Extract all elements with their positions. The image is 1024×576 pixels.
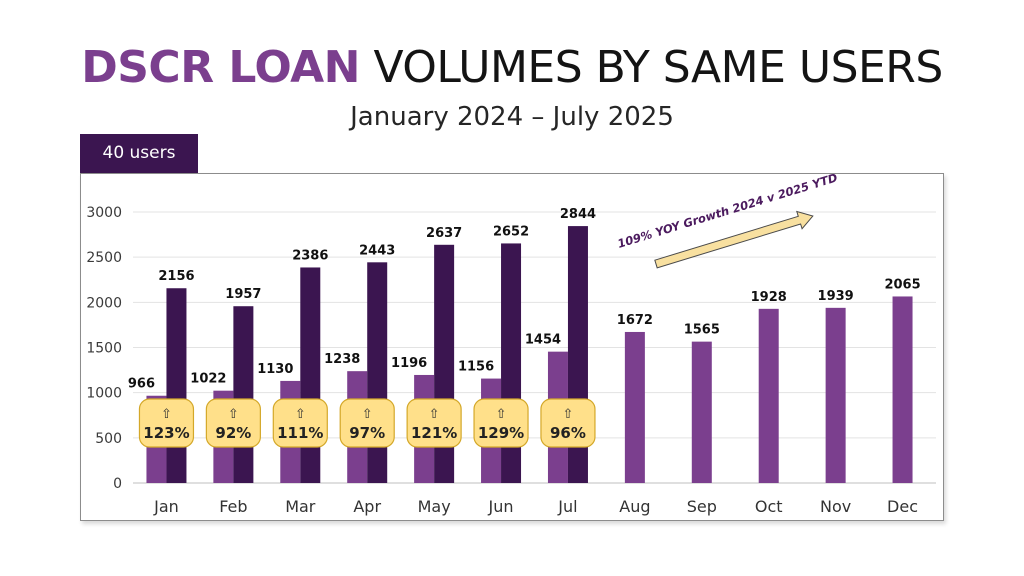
- x-tick-label: Mar: [285, 497, 316, 516]
- data-label-2024: 1238: [324, 352, 360, 367]
- growth-box: [339, 398, 395, 448]
- bar-2025: [166, 288, 187, 483]
- data-label-2025: 1957: [225, 287, 261, 302]
- growth-arrow: ⇧: [362, 407, 373, 422]
- bar-2025: [367, 262, 388, 483]
- bar-2024: [758, 308, 779, 483]
- growth-box: [406, 398, 462, 448]
- chart-subtitle: January 2024 – July 2025: [350, 102, 674, 132]
- growth-arrow: ⇧: [496, 407, 507, 422]
- data-label-2024: 1928: [751, 290, 787, 305]
- growth-arrow: ⇧: [161, 407, 172, 422]
- data-label-2025: 2443: [359, 243, 395, 258]
- data-label-2025: 2637: [426, 226, 462, 241]
- data-label-2025: 2156: [158, 269, 194, 284]
- x-tick-label: Aug: [619, 497, 650, 516]
- data-label-2024: 1156: [458, 360, 494, 375]
- bar-2024: [691, 341, 712, 483]
- growth-trend-arrow: [654, 210, 814, 269]
- growth-label: 111%: [277, 424, 323, 442]
- growth-arrow: ⇧: [429, 407, 440, 422]
- bar-chart: 0 500 1000 1500 2000 2500 3000 Jan Feb Mar Apr May J…: [86, 174, 936, 516]
- growth-box: [473, 398, 529, 448]
- growth-label: 97%: [349, 424, 385, 442]
- bar-2025: [233, 306, 254, 483]
- x-tick-label: Oct: [755, 497, 783, 516]
- data-label-2024: 1022: [190, 372, 226, 387]
- growth-label: 129%: [478, 424, 524, 442]
- growth-label: 92%: [215, 424, 251, 442]
- bar-2025: [300, 267, 321, 483]
- growth-box: [272, 398, 328, 448]
- data-label-2024: 1672: [617, 313, 653, 328]
- title-highlight: DSCR LOAN: [81, 42, 360, 93]
- y-tick-label: 2500: [86, 250, 122, 266]
- data-label-2024: 1939: [818, 289, 854, 304]
- x-tick-label: Dec: [887, 497, 918, 516]
- growth-label: 121%: [411, 424, 457, 442]
- x-tick-label: Apr: [353, 497, 381, 516]
- x-tick-label: Jul: [557, 497, 577, 516]
- y-tick-label: 2000: [86, 295, 122, 311]
- data-label-2024: 1196: [391, 356, 427, 371]
- bar-2024: [825, 307, 846, 483]
- data-label-2024: 1454: [525, 333, 561, 348]
- y-tick-label: 3000: [86, 205, 122, 221]
- growth-box: [540, 398, 596, 448]
- growth-arrow: ⇧: [295, 407, 306, 422]
- data-label-2024: 1130: [257, 362, 293, 377]
- y-tick-label: 500: [95, 431, 122, 447]
- growth-box: [138, 398, 195, 448]
- chart-frame: 0 500 1000 1500 2000 2500 3000 Jan Feb Mar Apr May J…: [80, 173, 944, 521]
- chart-title: DSCR LOAN VOLUMES BY SAME USERS: [0, 40, 1024, 96]
- x-tick-label: May: [418, 497, 451, 516]
- growth-box: [205, 398, 261, 448]
- bar-2024: [892, 296, 913, 483]
- data-label-2024: 2065: [884, 277, 920, 292]
- growth-label: 96%: [550, 424, 586, 442]
- growth-label: 123%: [143, 424, 189, 442]
- data-label-2025: 2652: [493, 224, 529, 239]
- title-rest: VOLUMES BY SAME USERS: [359, 42, 943, 93]
- growth-arrow: ⇧: [563, 407, 574, 422]
- x-tick-label: Sep: [687, 497, 717, 516]
- x-tick-label: Jun: [488, 497, 514, 516]
- data-label-2025: 2844: [560, 207, 596, 222]
- y-tick-label: 0: [113, 476, 122, 492]
- bar-2024: [624, 331, 645, 483]
- data-label-2024: 1565: [684, 323, 720, 338]
- data-label-2024: 966: [128, 377, 155, 392]
- x-tick-label: Nov: [820, 497, 851, 516]
- x-tick-label: Feb: [219, 497, 247, 516]
- users-count-tab: 40 users: [80, 134, 198, 173]
- growth-arrow: ⇧: [228, 407, 239, 422]
- data-label-2025: 2386: [292, 248, 328, 263]
- y-tick-label: 1500: [86, 341, 122, 357]
- trend-arrow-shape: [654, 210, 814, 269]
- y-tick-label: 1000: [86, 386, 122, 402]
- x-tick-label: Jan: [153, 497, 179, 516]
